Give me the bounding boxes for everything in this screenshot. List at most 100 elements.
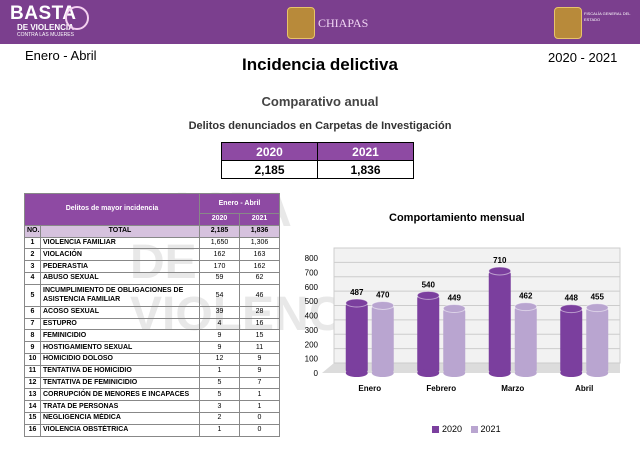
bar-base-2020-febrero <box>417 369 440 377</box>
fiscalia-logo-text: FISCALÍA GENERAL DEL ESTADO <box>584 11 631 22</box>
row-crime-name: VIOLENCIA OBSTÉTRICA <box>40 423 200 437</box>
bar-base-2021-marzo <box>514 369 537 377</box>
row-value-2021: 163 <box>239 248 280 262</box>
bar-top-2021-marzo <box>514 302 538 312</box>
table-row: 11 TENTATIVA DE HOMICIDIO 1 9 <box>24 364 280 378</box>
row-number: 6 <box>24 305 41 319</box>
table-period: Enero - Abril <box>199 193 280 214</box>
table-title: Delitos de mayor incidencia <box>24 193 200 226</box>
logo-left-line2: DE VIOLENCIA <box>17 23 74 32</box>
row-value-2021: 1 <box>239 400 280 413</box>
bar-2021-enero <box>371 305 394 373</box>
row-crime-name: ACOSO SEXUAL <box>40 305 200 319</box>
bar-top-2021-enero <box>371 300 395 310</box>
y-tick-label: 200 <box>305 340 319 349</box>
y-tick-label: 800 <box>305 254 319 263</box>
chart-title: Comportamiento mensual <box>389 212 525 224</box>
row-value-2020: 170 <box>199 260 240 273</box>
bar-base-2020-marzo <box>488 369 511 377</box>
chart-legend: 2020 2021 <box>432 424 501 434</box>
row-value-2020: 1,650 <box>199 236 240 250</box>
row-number: 11 <box>24 364 41 378</box>
table-row: 9 HOSTIGAMIENTO SEXUAL 9 11 <box>24 341 280 354</box>
row-value-2021: 162 <box>239 260 280 273</box>
table-row: 13 CORRUPCIÓN DE MENORES E INCAPACES 5 1 <box>24 388 280 402</box>
table-total-label: TOTAL <box>40 224 200 238</box>
bar-base-2021-febrero <box>443 369 466 377</box>
basta-logo: BASTA DE VIOLENCIA CONTRA LAS MUJERES <box>10 2 100 42</box>
row-number: 12 <box>24 376 41 390</box>
table-row: 6 ACOSO SEXUAL 39 28 <box>24 305 280 319</box>
row-value-2021: 1,306 <box>239 236 280 250</box>
row-number: 13 <box>24 388 41 402</box>
row-number: 8 <box>24 329 41 343</box>
header-bar: BASTA DE VIOLENCIA CONTRA LAS MUJERES CH… <box>0 0 640 44</box>
bar-top-2020-marzo <box>488 266 512 276</box>
row-value-2021: 1 <box>239 388 280 402</box>
row-number: 16 <box>24 423 41 437</box>
row-crime-name: ESTUPRO <box>40 317 200 331</box>
table-row: 2 VIOLACIÓN 162 163 <box>24 248 280 262</box>
legend-swatch-2020 <box>432 426 439 434</box>
row-number: 10 <box>24 352 41 366</box>
summary-header-2020: 2020 <box>221 142 318 161</box>
data-label: 470 <box>376 290 390 299</box>
bar-base-2020-abril <box>560 369 583 377</box>
data-label: 449 <box>448 293 462 302</box>
row-number: 9 <box>24 341 41 354</box>
period-left: Enero - Abril <box>25 48 97 63</box>
row-value-2020: 2 <box>199 411 240 425</box>
row-crime-name: HOMICIDIO DOLOSO <box>40 352 200 366</box>
bar-2020-abril <box>560 308 583 373</box>
y-tick-label: 0 <box>314 369 319 378</box>
row-value-2020: 162 <box>199 248 240 262</box>
bar-base-2021-enero <box>371 369 394 377</box>
bar-top-2020-abril <box>559 304 583 314</box>
crimes-table: Delitos de mayor incidencia Enero - Abri… <box>24 193 280 437</box>
row-value-2020: 54 <box>199 283 240 307</box>
row-number: 4 <box>24 271 41 285</box>
row-value-2021: 0 <box>239 423 280 437</box>
row-value-2020: 4 <box>199 317 240 331</box>
table-row: 16 VIOLENCIA OBSTÉTRICA 1 0 <box>24 423 280 437</box>
monthly-bar-chart: 0 100 200 300 400 500 600 700 800 487 470 Enero 540 4… <box>305 247 621 393</box>
table-no-label: NO. <box>24 224 41 238</box>
row-value-2021: 7 <box>239 376 280 390</box>
bar-2020-febrero <box>417 295 440 373</box>
table-total-2020: 2,185 <box>199 224 240 238</box>
data-label: 710 <box>493 256 507 265</box>
data-label: 540 <box>422 280 436 289</box>
hand-icon <box>65 6 89 30</box>
row-value-2021: 9 <box>239 364 280 378</box>
bar-2021-marzo <box>514 306 537 373</box>
row-number: 15 <box>24 411 41 425</box>
table-row: 12 TENTATIVA DE FEMINICIDIO 5 7 <box>24 376 280 390</box>
row-value-2021: 15 <box>239 329 280 343</box>
row-value-2021: 16 <box>239 317 280 331</box>
row-value-2021: 11 <box>239 341 280 354</box>
x-tick-label: Febrero <box>426 384 456 393</box>
fiscalia-seal-icon <box>554 7 582 39</box>
summary-value-2020: 2,185 <box>221 160 318 179</box>
row-number: 2 <box>24 248 41 262</box>
summary-header-2021: 2021 <box>317 142 414 161</box>
x-tick-label: Abril <box>575 384 593 393</box>
table-row: 10 HOMICIDIO DOLOSO 12 9 <box>24 352 280 366</box>
bar-top-2021-abril <box>585 303 609 313</box>
bar-top-2021-febrero <box>442 303 466 313</box>
row-number: 5 <box>24 283 41 307</box>
bar-top-2020-febrero <box>416 290 440 300</box>
row-value-2021: 28 <box>239 305 280 319</box>
table-row: 15 NEGLIGENCIA MÉDICA 2 0 <box>24 411 280 425</box>
row-value-2021: 62 <box>239 271 280 285</box>
row-value-2021: 0 <box>239 411 280 425</box>
bar-2021-abril <box>586 307 609 373</box>
row-crime-name: FEMINICIDIO <box>40 329 200 343</box>
legend-swatch-2021 <box>470 426 478 434</box>
page-title: Incidencia delictiva <box>242 55 398 74</box>
row-value-2021: 9 <box>239 352 280 366</box>
row-crime-name: TRATA DE PERSONAS <box>40 400 200 413</box>
y-tick-label: 600 <box>305 283 319 292</box>
x-tick-label: Enero <box>358 384 381 393</box>
logo-left-line1: BASTA <box>10 3 77 24</box>
